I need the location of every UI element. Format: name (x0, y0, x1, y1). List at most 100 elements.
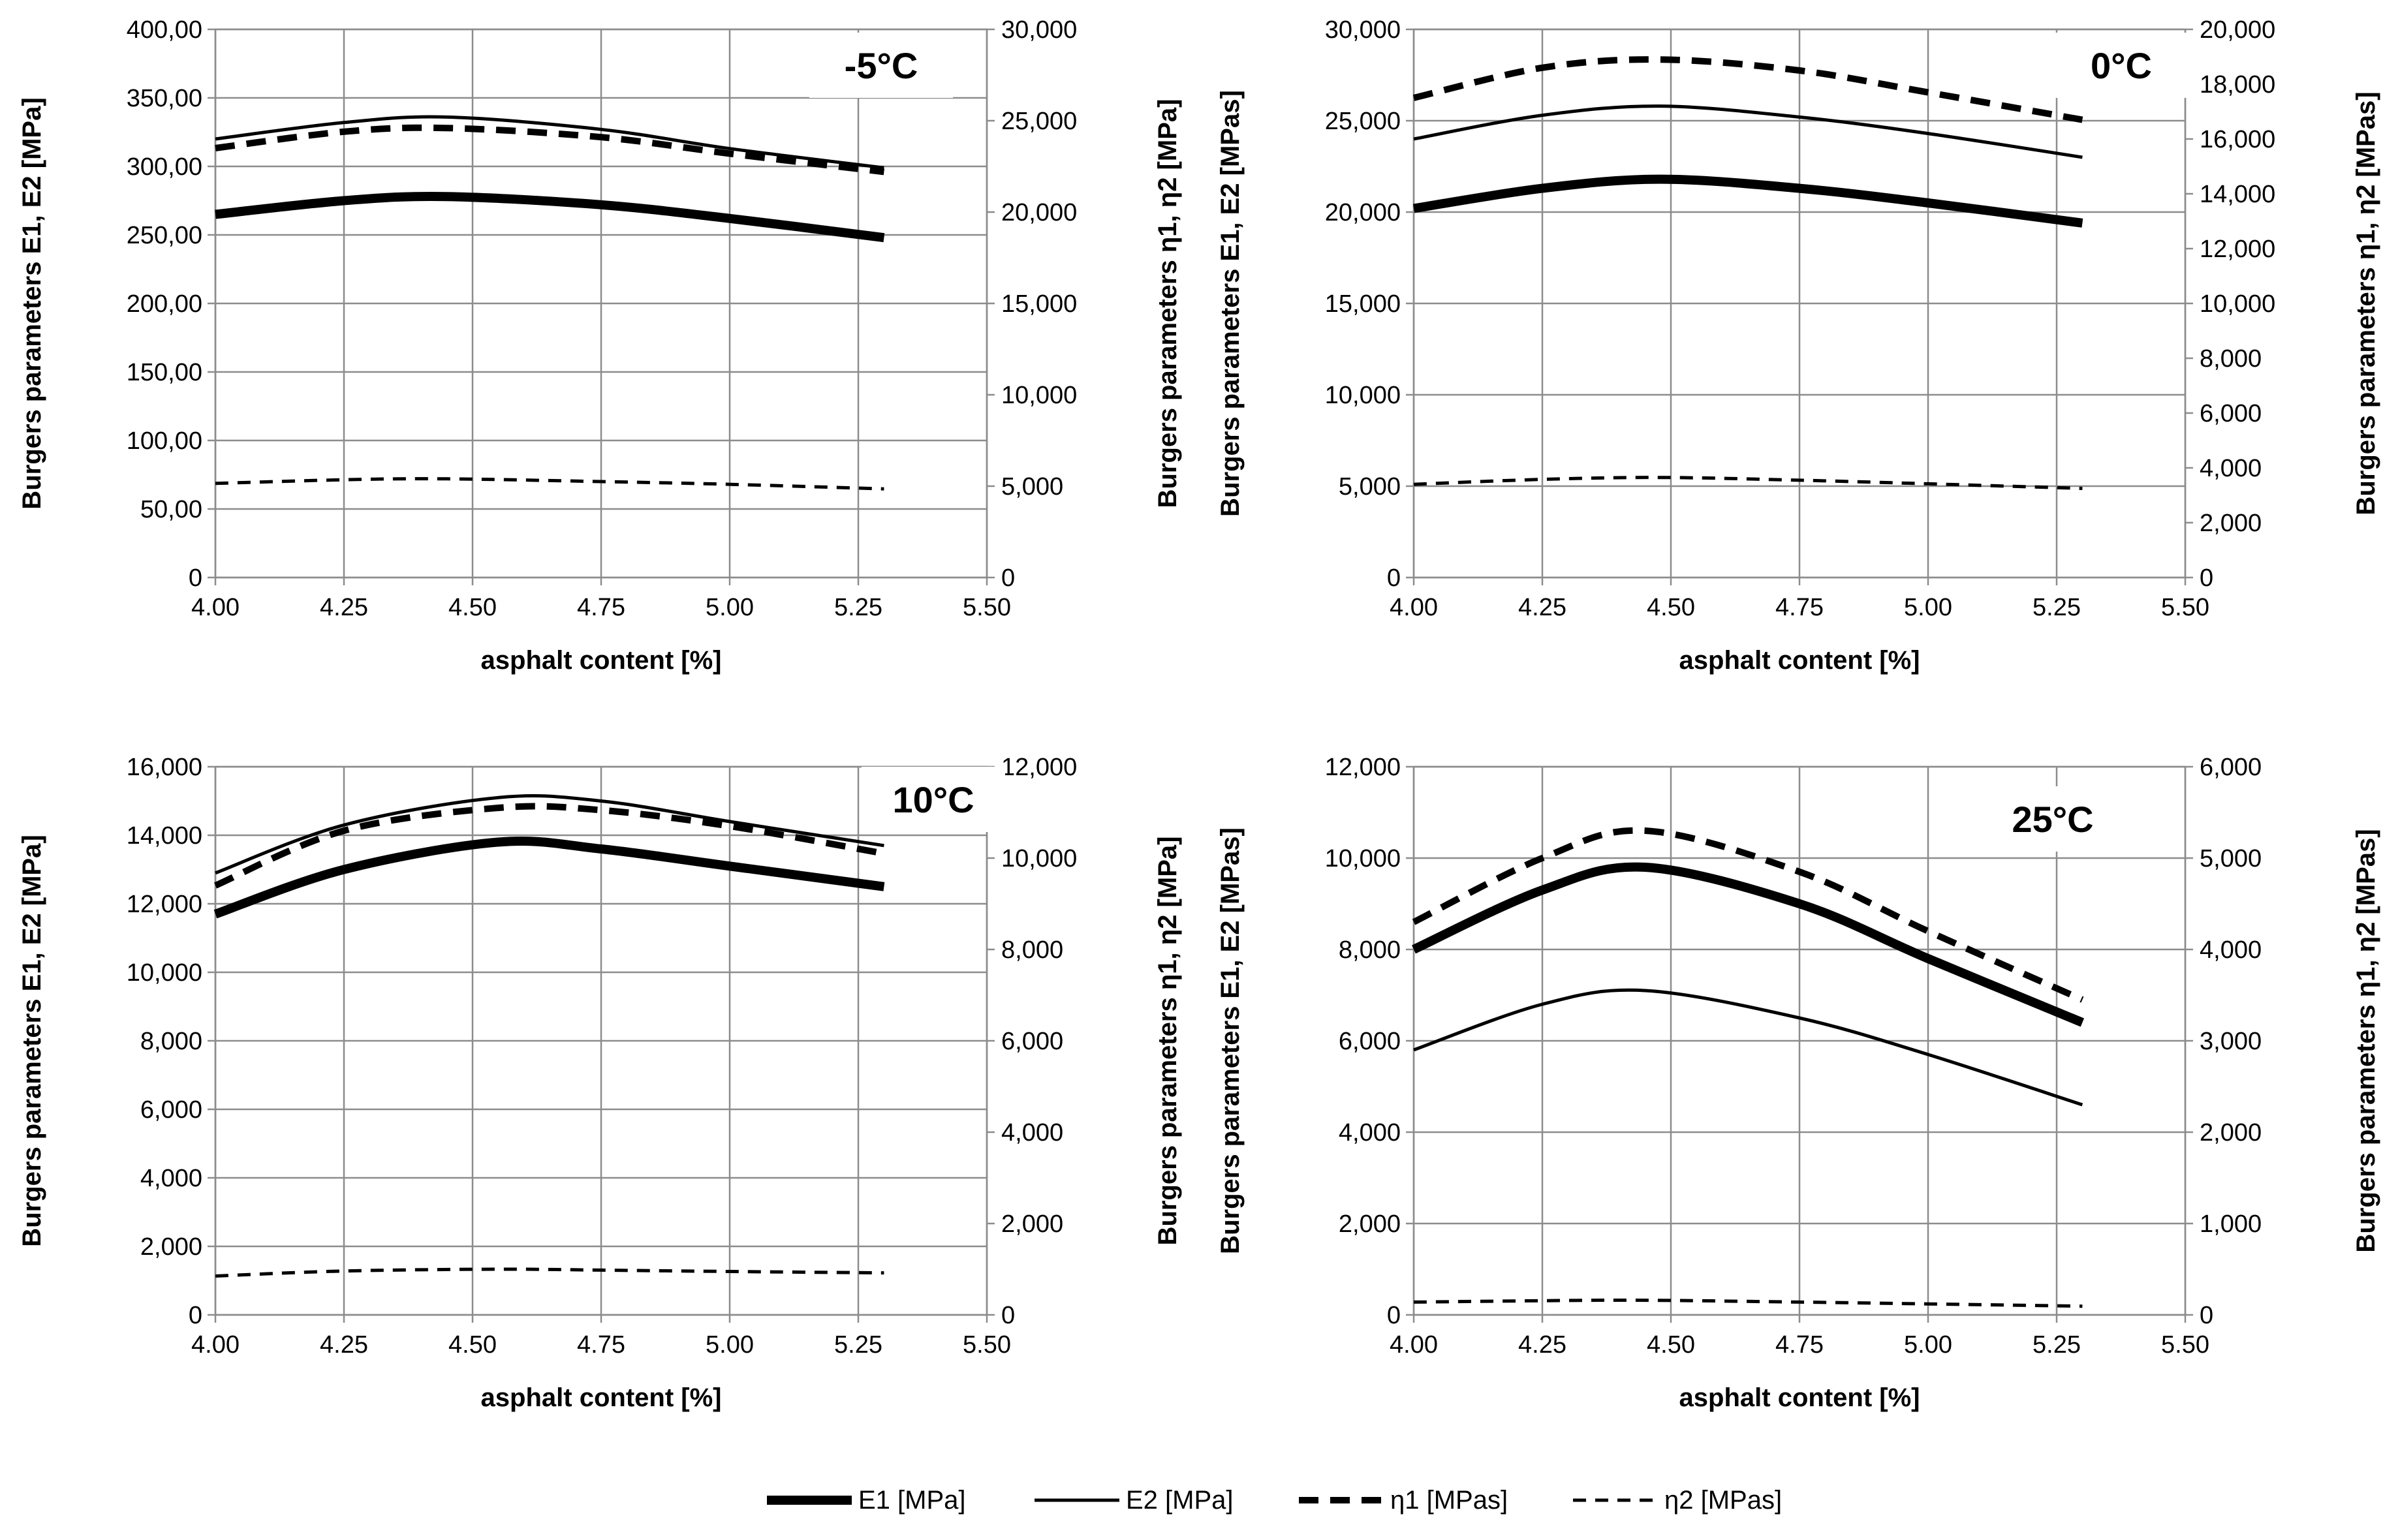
chart-panel-4: 4.00 4.25 4.50 4.75 5.00 5.25 5.5002,0004,0006… (1216, 754, 2380, 1412)
temperature-label: 25°C (2012, 799, 2093, 840)
y-right-tick-label: 0 (2200, 564, 2213, 592)
y-left-tick-label: 0 (1387, 1302, 1401, 1329)
y-right-axis-label: Burgers parameters η1, η2 [MPas] (2352, 91, 2380, 515)
legend-label-eta1: η1 [MPas] (1390, 1486, 1508, 1515)
x-axis-label: asphalt content [%] (1679, 646, 1920, 675)
x-tick-label: 4.25 (1518, 1331, 1566, 1359)
y-right-tick-label: 12,000 (1001, 754, 1077, 781)
y-left-axis-label: Burgers parameters E1, E2 [MPa] (18, 835, 46, 1246)
y-left-tick-label: 8,000 (140, 1028, 202, 1055)
y-left-tick-label: 300,00 (127, 153, 202, 181)
y-right-tick-label: 10,000 (1001, 382, 1077, 409)
legend-label-E1: E1 [MPa] (858, 1486, 966, 1515)
x-tick-label: 5.50 (2161, 1331, 2209, 1359)
x-tick-label: 4.00 (1390, 594, 1438, 621)
series-line-2 (1413, 104, 2083, 159)
y-left-tick-label: 0 (1387, 564, 1401, 592)
temperature-label-bg (1981, 786, 2125, 852)
y-right-tick-label: 4,000 (2200, 936, 2262, 964)
y-left-tick-label: 200,00 (127, 290, 202, 318)
series-line-4 (1413, 476, 2083, 490)
y-right-tick-label: 10,000 (2200, 290, 2275, 318)
x-tick-label: 5.50 (963, 1331, 1011, 1359)
legend: E1 [MPa] E2 [MPa] η1 [MPas] η2 [MPas] (767, 1486, 1782, 1515)
series-line-4 (1413, 1299, 2083, 1308)
x-tick-label: 4.50 (1647, 1331, 1695, 1359)
y-left-tick-label: 0 (189, 564, 202, 592)
x-tick-label: 4.75 (1775, 594, 1824, 621)
series-line-3 (214, 803, 885, 889)
y-left-tick-label: 0 (189, 1302, 202, 1329)
temperature-label-bg (2049, 33, 2193, 98)
x-tick-label: 5.25 (834, 594, 882, 621)
series-line-3 (1412, 827, 2084, 1003)
plot-frame (214, 765, 988, 1316)
y-right-tick-label: 8,000 (2200, 345, 2262, 373)
x-tick-label: 5.25 (2033, 594, 2081, 621)
y-right-axis-label: Burgers parameters η1, η2 [MPa] (1153, 837, 1182, 1246)
y-right-tick-label: 0 (1001, 1302, 1015, 1329)
y-left-tick-label: 30,000 (1325, 16, 1401, 44)
y-right-tick-label: 1,000 (2200, 1210, 2262, 1238)
x-axis-label: asphalt content [%] (481, 1383, 722, 1412)
y-left-tick-label: 12,000 (1325, 754, 1401, 781)
y-right-tick-label: 8,000 (1001, 936, 1063, 964)
y-left-axis-label: Burgers parameters E1, E2 [MPa] (18, 97, 46, 509)
x-tick-label: 5.25 (2033, 1331, 2081, 1359)
y-right-tick-label: 5,000 (1001, 473, 1063, 501)
y-right-tick-label: 16,000 (2200, 126, 2275, 153)
series-line-4 (215, 1267, 884, 1278)
y-left-tick-label: 12,000 (127, 891, 202, 918)
legend-label-eta2: η2 [MPas] (1664, 1486, 1782, 1515)
y-left-tick-label: 16,000 (127, 754, 202, 781)
x-axis-label: asphalt content [%] (1679, 1383, 1920, 1412)
x-tick-label: 4.00 (191, 1331, 240, 1359)
series-line-2 (215, 794, 884, 875)
x-tick-label: 5.00 (1904, 594, 1952, 621)
y-right-tick-label: 25,000 (1001, 108, 1077, 135)
y-right-tick-label: 6,000 (2200, 400, 2262, 427)
series-line-4 (215, 477, 884, 491)
y-right-tick-label: 2,000 (1001, 1210, 1063, 1238)
y-left-tick-label: 2,000 (1339, 1210, 1401, 1238)
series-line-1 (213, 837, 885, 919)
y-left-axis-label: Burgers parameters E1, E2 [MPas] (1216, 90, 1245, 517)
y-right-tick-label: 2,000 (2200, 1119, 2262, 1147)
series-line-3 (215, 124, 884, 176)
x-tick-label: 4.50 (448, 594, 497, 621)
y-right-axis-label: Burgers parameters η1, η2 [MPas] (2352, 829, 2380, 1252)
x-axis-label: asphalt content [%] (481, 646, 722, 675)
x-tick-label: 4.75 (1775, 1331, 1824, 1359)
y-left-axis-label: Burgers parameters E1, E2 [MPas] (1216, 827, 1245, 1254)
x-tick-label: 4.25 (1518, 594, 1566, 621)
y-right-tick-label: 10,000 (1001, 845, 1077, 872)
y-left-tick-label: 2,000 (140, 1233, 202, 1261)
chart-panel-2: 4.00 4.25 4.50 4.75 5.00 5.25 5.5005,00010,000… (1216, 16, 2380, 675)
y-right-tick-label: 18,000 (2200, 71, 2275, 99)
plot-frame (214, 28, 988, 579)
y-left-tick-label: 20,000 (1325, 199, 1401, 226)
y-left-tick-label: 50,00 (140, 496, 202, 523)
y-left-tick-label: 6,000 (1339, 1028, 1401, 1055)
y-left-tick-label: 150,00 (127, 359, 202, 386)
x-tick-label: 4.25 (320, 594, 368, 621)
y-left-tick-label: 4,000 (1339, 1119, 1401, 1147)
y-left-tick-label: 400,00 (127, 16, 202, 44)
y-left-tick-label: 10,000 (1325, 382, 1401, 409)
chart-panel-1: 4.00 4.25 4.50 4.75 5.00 5.25 5.50050,00100,00… (18, 16, 1182, 675)
x-tick-label: 5.00 (1904, 1331, 1952, 1359)
series-line-2 (215, 115, 884, 170)
y-right-tick-label: 4,000 (2200, 455, 2262, 482)
temperature-label: -5°C (845, 45, 918, 86)
x-tick-label: 5.50 (2161, 594, 2209, 621)
y-right-tick-label: 20,000 (1001, 199, 1077, 226)
x-tick-label: 5.50 (963, 594, 1011, 621)
y-left-tick-label: 350,00 (127, 85, 202, 112)
y-right-tick-label: 14,000 (2200, 181, 2275, 208)
series-line-2 (1413, 988, 2083, 1107)
series-line-1 (215, 191, 885, 243)
y-left-tick-label: 25,000 (1325, 108, 1401, 135)
y-right-axis-label: Burgers parameters η1, η2 [MPa] (1153, 99, 1182, 508)
x-tick-label: 5.00 (706, 594, 754, 621)
x-tick-label: 5.25 (834, 1331, 882, 1359)
